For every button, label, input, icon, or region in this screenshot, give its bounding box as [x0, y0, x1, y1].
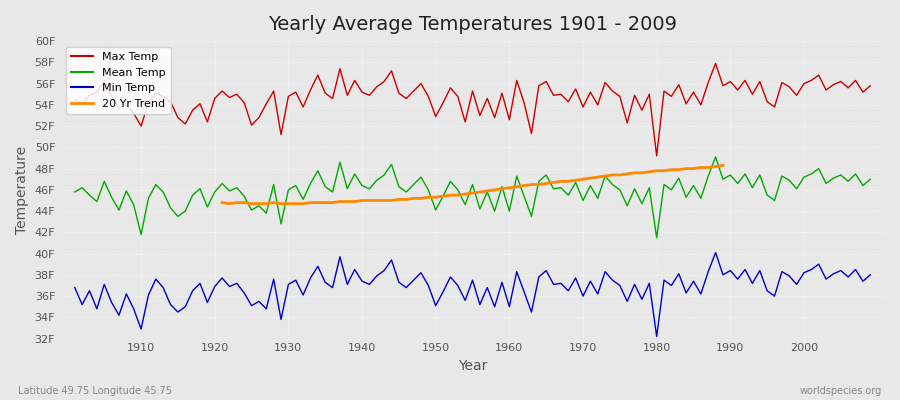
X-axis label: Year: Year: [458, 359, 487, 373]
Text: worldspecies.org: worldspecies.org: [800, 386, 882, 396]
Y-axis label: Temperature: Temperature: [15, 146, 29, 234]
Legend: Max Temp, Mean Temp, Min Temp, 20 Yr Trend: Max Temp, Mean Temp, Min Temp, 20 Yr Tre…: [66, 47, 171, 114]
Title: Yearly Average Temperatures 1901 - 2009: Yearly Average Temperatures 1901 - 2009: [268, 15, 677, 34]
Text: Latitude 49.75 Longitude 45.75: Latitude 49.75 Longitude 45.75: [18, 386, 172, 396]
